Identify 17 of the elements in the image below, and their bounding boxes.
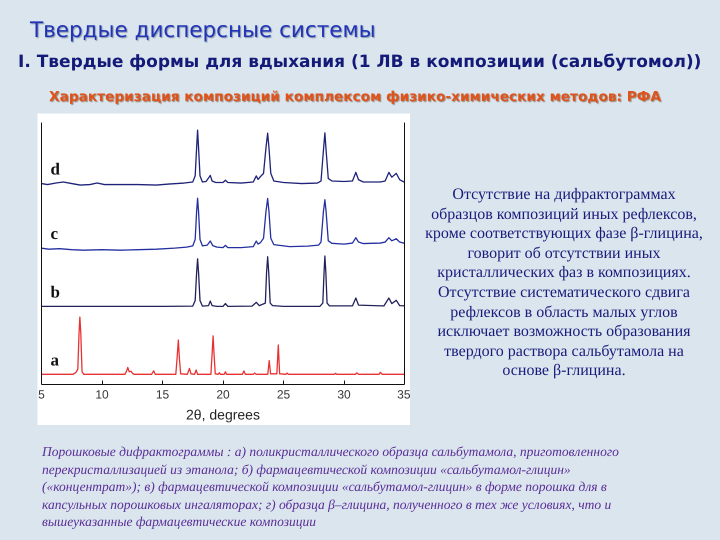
text: Порошковые дифрактограммы : а) поликристаллического образца сальбутамола, приготовленного перекристаллизацией из этанола; б) фармацевтической композиции «сальбутамол-глицин» («концентрат»); в) фармацевтической композиции «сальбутамол-глицин» в форме порошка для в капсульных порошковых ингаляторах; г) образца β–глицина, полученного в тех же условиях, что и вышеуказанные фармацевтические композиции	[42, 443, 620, 530]
chart-title: Твердые дисперсные системы	[30, 17, 376, 45]
x-tick-label: 10	[95, 388, 109, 402]
series-label: c	[50, 224, 58, 244]
x-tick-label: 5	[38, 388, 46, 402]
chart-subtitle: I. Твердые формы для вдыхания (1 ЛВ в композиции (сальбутомол))	[18, 51, 702, 74]
x-tick-label: 35	[397, 388, 411, 402]
text: Характеризация композиций комплексом физико-химических методов: РФА	[49, 88, 661, 107]
x-tick-label: 15	[156, 388, 170, 402]
series-label: a	[50, 350, 60, 370]
series-label: b	[50, 282, 60, 302]
x-axis-title: 2θ, degrees	[186, 406, 260, 422]
text: Отсутствие на дифрактограммах образцов композиций иных рефлексов, кроме соответствующих фазе β-глицина, говорит об отсутствии иных кристаллических фаз в композициях. Отсутствие систематического сдвига рефлексов в область малых углов исключает возможность образования твердого раствора сальбутамола на основе β-глицина.	[425, 186, 703, 380]
x-tick-label: 20	[216, 388, 230, 402]
x-tick-label: 30	[337, 388, 351, 402]
x-tick-label: 25	[276, 388, 290, 402]
series-label: d	[50, 160, 60, 179]
